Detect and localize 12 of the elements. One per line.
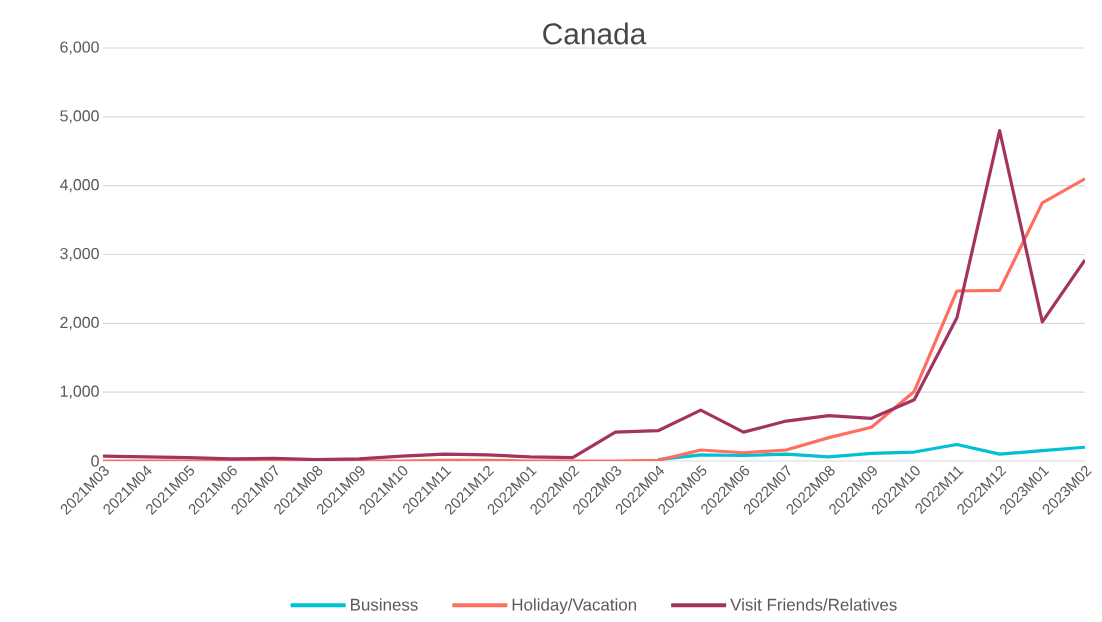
y-tick-label: 6,000 (60, 41, 99, 55)
legend-label: Business (351, 598, 418, 611)
y-tick-label: 3,000 (60, 247, 99, 262)
chart-title: Canada (543, 22, 647, 45)
legend-label: Holiday/Vacation (512, 598, 637, 615)
y-tick-label: 4,000 (59, 179, 99, 193)
legend-label: Visit Friends/Relatives (730, 598, 897, 611)
y-tick-label: 1,000 (60, 385, 99, 399)
line-series (656, 442, 1086, 461)
y-tick-label: 2,000 (60, 316, 99, 330)
y-tick-label: 5,000 (60, 110, 99, 124)
y-tick-label: 0 (91, 455, 99, 467)
